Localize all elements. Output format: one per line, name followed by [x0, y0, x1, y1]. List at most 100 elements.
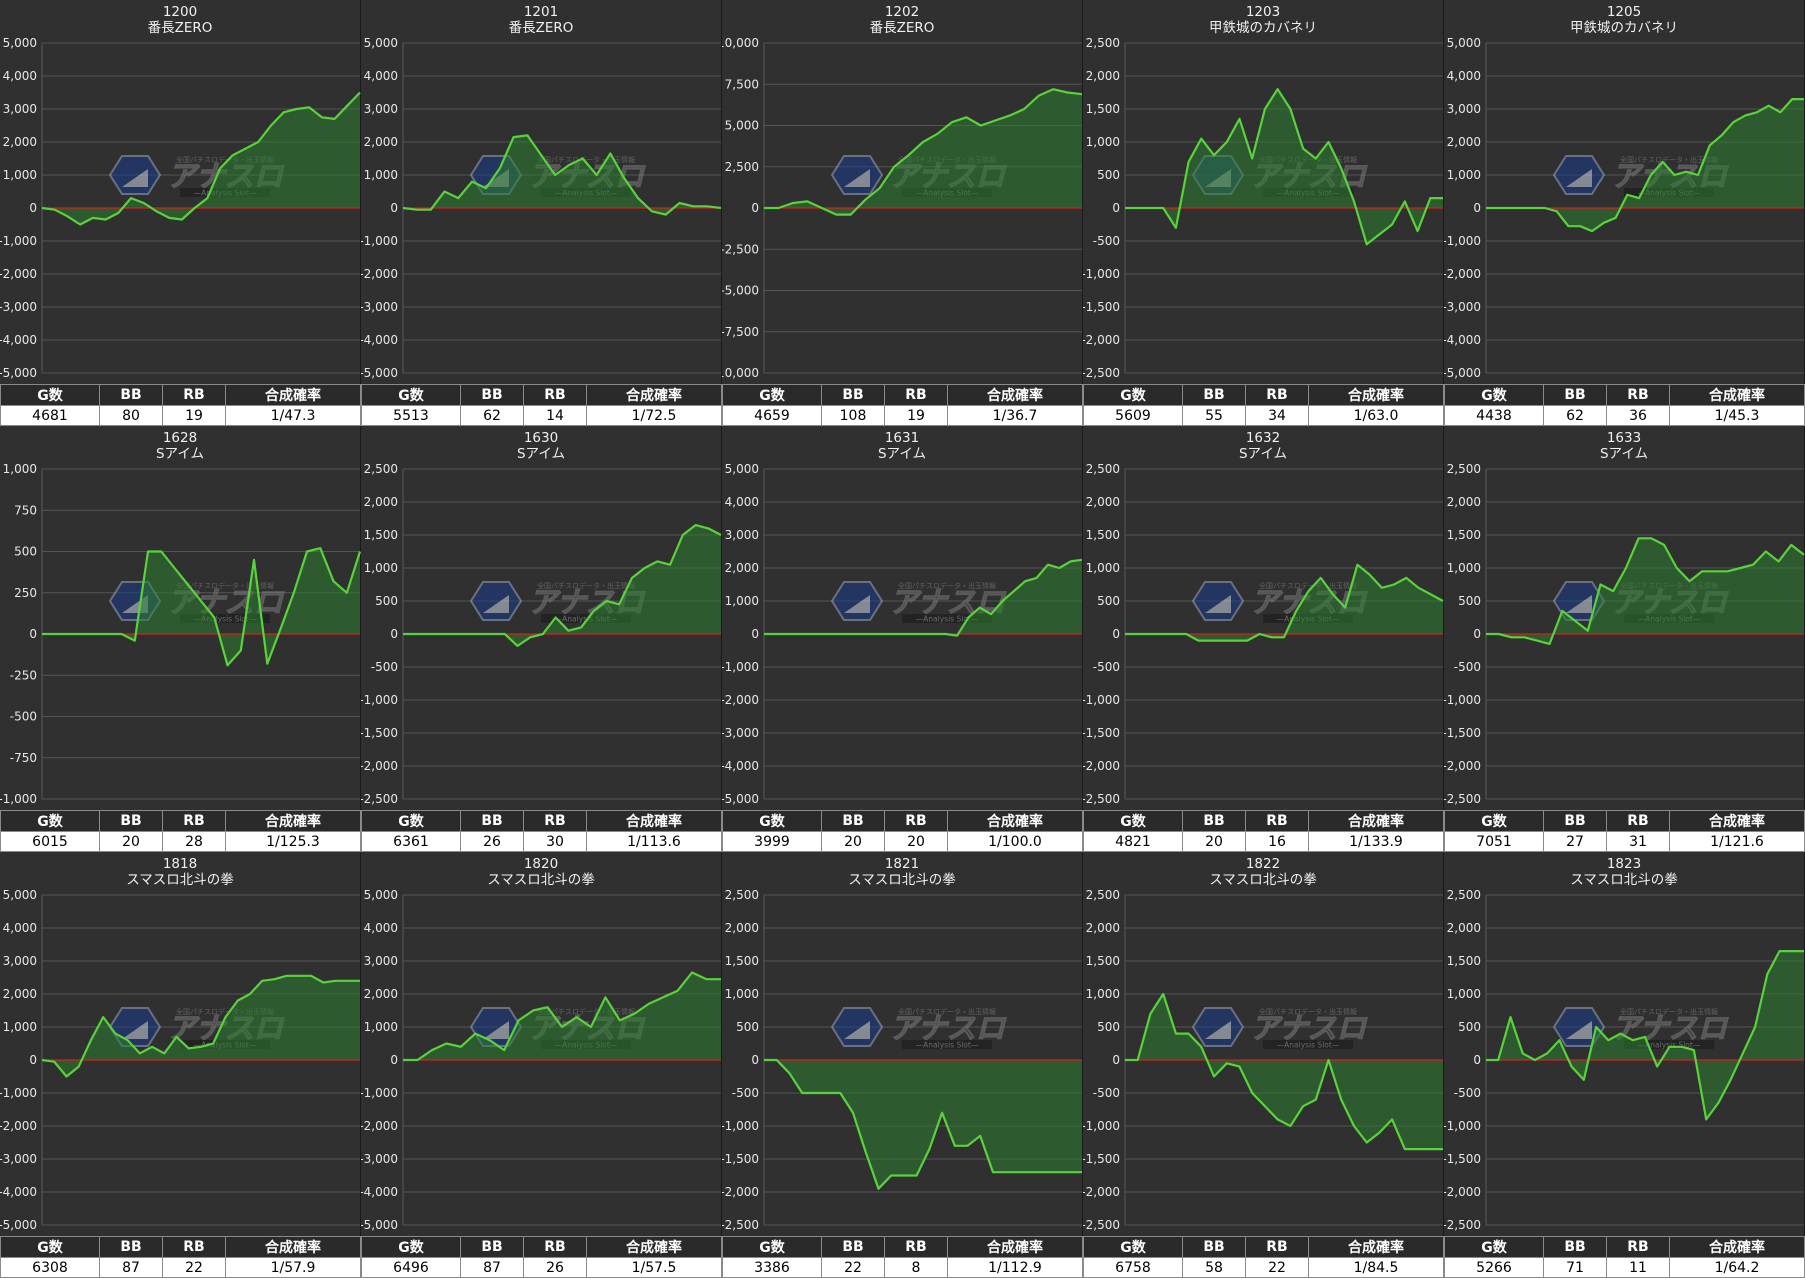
series-area	[1486, 538, 1804, 644]
machine-number: 1203	[1245, 4, 1281, 20]
y-tick-label: 500	[1458, 594, 1481, 608]
stats-header: 合成確率	[1669, 1236, 1805, 1258]
series-area	[764, 1060, 1082, 1189]
y-tick-label: -2,000	[361, 267, 398, 281]
y-tick-label: -3,000	[0, 1152, 37, 1166]
series-line	[1125, 88, 1443, 246]
y-tick-label: 250	[14, 586, 37, 600]
machine-panel: 1630 Sアイム -2,500 -2,000 -1,500 -1,000 -500 0 500…	[361, 426, 722, 852]
y-tick-label: -4,000	[361, 1185, 398, 1199]
stats-header: BB	[99, 1236, 163, 1258]
regular-bonus-count: 26	[523, 1257, 587, 1278]
machine-number: 1631	[884, 430, 920, 446]
y-tick-label: -1,500	[1444, 1152, 1481, 1166]
series-line	[403, 971, 721, 1062]
y-tick-label: 500	[1097, 168, 1120, 182]
watermark-top-text: 全国パチスロデータ・出玉情報	[176, 1007, 274, 1016]
y-tick-label: -5,000	[361, 1218, 398, 1232]
y-tick-label: 500	[14, 545, 37, 559]
stats-header: G数	[1444, 1236, 1544, 1258]
watermark-hexagon-shine	[483, 1021, 509, 1039]
regular-bonus-count: 16	[1245, 831, 1309, 852]
machine-panel: 1818 スマスロ北斗の拳 -5,000 -4,000 -3,000 -2,000 -1,0…	[0, 852, 361, 1278]
stats-header: RB	[1606, 1236, 1670, 1258]
y-tick-label: 1,000	[1447, 987, 1481, 1001]
y-tick-label: 5,000	[3, 36, 37, 50]
regular-bonus-count: 11	[1606, 1257, 1670, 1278]
stats-header: 合成確率	[1669, 810, 1805, 832]
stats-header: BB	[1182, 810, 1246, 832]
slump-graph: -1,000-750-500-25002505007501,000アナスロ全国パ…	[0, 462, 361, 806]
y-tick-label: 0	[1473, 627, 1481, 641]
machine-number: 1633	[1606, 430, 1642, 446]
combined-probability: 1/45.3	[1669, 405, 1805, 426]
stats-header: G数	[361, 384, 461, 406]
stats-table: G数 BB RB 合成確率 6496 87 26 1/57.5	[361, 1236, 722, 1278]
y-tick-label: -5,000	[1444, 366, 1481, 380]
series-line	[764, 88, 1083, 216]
y-tick-label: 5,000	[364, 36, 398, 50]
big-bonus-count: 58	[1182, 1257, 1246, 1278]
y-tick-label: 0	[1112, 201, 1120, 215]
y-tick-label: 2,000	[1086, 495, 1120, 509]
watermark-sub-band	[541, 614, 631, 623]
y-tick-label: -2,500	[1083, 1218, 1120, 1232]
stats-table: G数 BB RB 合成確率 4821 20 16 1/133.9	[1083, 810, 1444, 852]
machine-name: Sアイム	[1599, 446, 1649, 462]
machine-number: 1822	[1245, 856, 1281, 872]
y-tick-label: 2,000	[1086, 921, 1120, 935]
stats-header: BB	[1543, 1236, 1607, 1258]
y-tick-label: -2,000	[1444, 759, 1481, 773]
watermark-hexagon	[108, 155, 162, 195]
regular-bonus-count: 8	[884, 1257, 948, 1278]
y-tick-label: -500	[1093, 234, 1120, 248]
watermark-sub-text: —Analysis Slot—	[916, 615, 979, 624]
slump-graph: -5,000 -4,000 -3,000 -2,000 -1,000 0 1,000 2,00…	[722, 462, 1083, 806]
series-line	[1125, 563, 1444, 642]
stats-header: G数	[722, 1236, 822, 1258]
regular-bonus-count: 30	[523, 831, 587, 852]
big-bonus-count: 20	[1182, 831, 1246, 852]
combined-probability: 1/112.9	[947, 1257, 1083, 1278]
watermark-top-text: 全国パチスロデータ・出玉情報	[537, 155, 635, 164]
slump-graph: -5,000 -4,000 -3,000 -2,000 -1,000 0 1,000 2,00…	[361, 36, 722, 380]
stats-header: G数	[1444, 384, 1544, 406]
watermark-hexagon-shine	[844, 169, 870, 187]
y-tick-label: 500	[1097, 1020, 1120, 1034]
watermark-sub-text: —Analysis Slot—	[1638, 1041, 1701, 1050]
series-area	[42, 975, 360, 1077]
game-count: 5513	[361, 405, 461, 426]
y-tick-label: -2,000	[1444, 267, 1481, 281]
slump-graph: -10,000 -7,500 -5,000 -2,500 0 2,500 5,000 7,50…	[722, 36, 1083, 380]
y-tick-label: 4,000	[364, 921, 398, 935]
watermark-sub-text: —Analysis Slot—	[194, 615, 257, 624]
y-tick-label: -4,000	[0, 1185, 37, 1199]
y-tick-label: -1,500	[1083, 300, 1120, 314]
big-bonus-count: 87	[99, 1257, 163, 1278]
game-count: 5266	[1444, 1257, 1544, 1278]
y-tick-label: -1,000	[1083, 1119, 1120, 1133]
stats-header: 合成確率	[947, 384, 1083, 406]
y-tick-label: -2,500	[722, 1218, 759, 1232]
y-tick-label: 1,000	[1086, 135, 1120, 149]
y-tick-label: 2,000	[1447, 135, 1481, 149]
series-area	[1486, 99, 1804, 232]
combined-probability: 1/100.0	[947, 831, 1083, 852]
big-bonus-count: 71	[1543, 1257, 1607, 1278]
stats-header: RB	[162, 384, 226, 406]
stats-header: BB	[99, 810, 163, 832]
y-tick-label: 5,000	[1447, 36, 1481, 50]
series-area	[42, 92, 360, 225]
watermark-sub-text: —Analysis Slot—	[916, 1041, 979, 1050]
series-area	[403, 135, 721, 215]
regular-bonus-count: 19	[884, 405, 948, 426]
y-tick-label: -3,000	[722, 726, 759, 740]
y-tick-label: -4,000	[1444, 333, 1481, 347]
big-bonus-count: 20	[821, 831, 885, 852]
machine-name: 甲鉄城のカバネリ	[1209, 20, 1317, 36]
stats-header: G数	[0, 810, 100, 832]
slump-graph: -5,000 -4,000 -3,000 -2,000 -1,000 0 1,000 2,00…	[1444, 36, 1804, 380]
watermark-hexagon	[830, 155, 884, 195]
series-line	[1486, 98, 1804, 233]
y-tick-label: 2,500	[1447, 888, 1481, 902]
